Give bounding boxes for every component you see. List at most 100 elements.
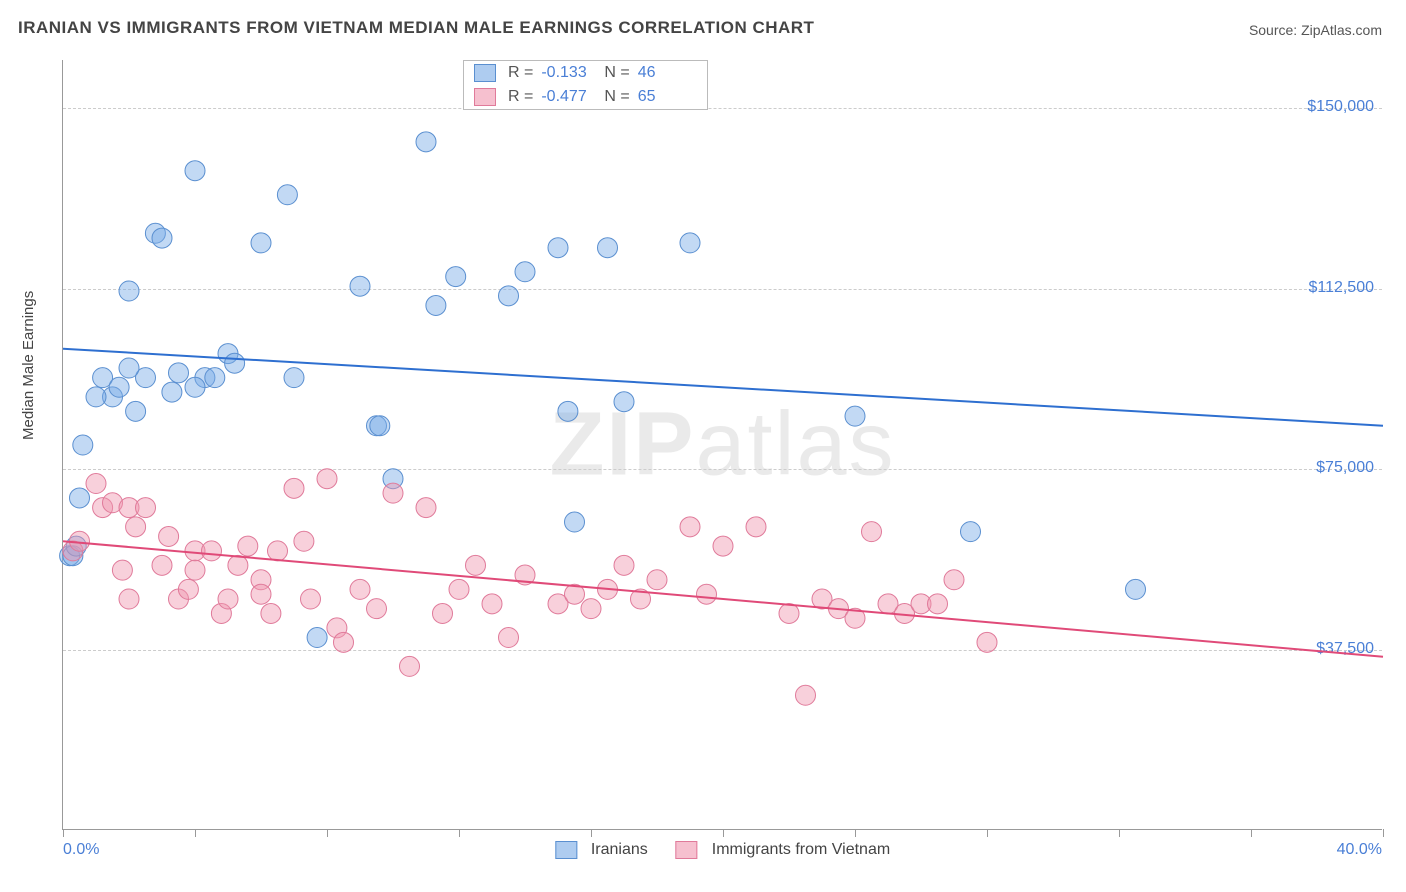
- data-point: [294, 531, 314, 551]
- data-point: [119, 358, 139, 378]
- stat-n-value-2: 65: [638, 88, 693, 106]
- x-axis-max-label: 40.0%: [1337, 841, 1382, 859]
- data-point: [86, 474, 106, 494]
- data-point: [845, 406, 865, 426]
- stat-r-label: R =: [508, 64, 533, 82]
- data-point: [680, 517, 700, 537]
- data-point: [251, 584, 271, 604]
- data-point: [178, 579, 198, 599]
- data-point: [334, 632, 354, 652]
- data-point: [944, 570, 964, 590]
- data-point: [614, 555, 634, 575]
- data-point: [977, 632, 997, 652]
- data-point: [400, 656, 420, 676]
- data-point: [185, 161, 205, 181]
- scatter-svg: [63, 60, 1382, 829]
- data-point: [350, 276, 370, 296]
- data-point: [307, 628, 327, 648]
- data-point: [697, 584, 717, 604]
- data-point: [449, 579, 469, 599]
- data-point: [225, 353, 245, 373]
- stat-row-iranians: R = -0.133 N = 46: [464, 61, 707, 85]
- data-point: [614, 392, 634, 412]
- legend-swatch-pink: [676, 841, 698, 859]
- data-point: [284, 368, 304, 388]
- data-point: [558, 401, 578, 421]
- data-point: [466, 555, 486, 575]
- data-point: [218, 589, 238, 609]
- data-point: [746, 517, 766, 537]
- data-point: [185, 560, 205, 580]
- correlation-stat-box: R = -0.133 N = 46 R = -0.477 N = 65: [463, 60, 708, 110]
- data-point: [162, 382, 182, 402]
- data-point: [647, 570, 667, 590]
- data-point: [370, 416, 390, 436]
- data-point: [126, 401, 146, 421]
- data-point: [261, 603, 281, 623]
- data-point: [251, 233, 271, 253]
- data-point: [367, 599, 387, 619]
- data-point: [228, 555, 248, 575]
- legend-label-2: Immigrants from Vietnam: [712, 841, 890, 859]
- data-point: [548, 238, 568, 258]
- data-point: [169, 363, 189, 383]
- stat-r-value-1: -0.133: [541, 64, 596, 82]
- data-point: [383, 483, 403, 503]
- data-point: [796, 685, 816, 705]
- legend-label-1: Iranians: [591, 841, 648, 859]
- data-point: [862, 522, 882, 542]
- data-point: [680, 233, 700, 253]
- data-point: [238, 536, 258, 556]
- stat-n-value-1: 46: [638, 64, 693, 82]
- data-point: [86, 387, 106, 407]
- data-point: [301, 589, 321, 609]
- legend-swatch-blue: [555, 841, 577, 859]
- source-attribution: Source: ZipAtlas.com: [1249, 22, 1382, 38]
- data-point: [416, 498, 436, 518]
- legend-item-vietnam: Immigrants from Vietnam: [676, 841, 890, 859]
- data-point: [152, 228, 172, 248]
- data-point: [350, 579, 370, 599]
- data-point: [73, 435, 93, 455]
- data-point: [779, 603, 799, 623]
- data-point: [581, 599, 601, 619]
- data-point: [185, 377, 205, 397]
- stat-r-label: R =: [508, 88, 533, 106]
- data-point: [126, 517, 146, 537]
- stat-row-vietnam: R = -0.477 N = 65: [464, 85, 707, 109]
- data-point: [499, 628, 519, 648]
- x-axis-min-label: 0.0%: [63, 841, 99, 859]
- stat-n-label: N =: [604, 88, 629, 106]
- data-point: [446, 267, 466, 287]
- chart-title: IRANIAN VS IMMIGRANTS FROM VIETNAM MEDIA…: [18, 18, 814, 38]
- data-point: [515, 262, 535, 282]
- data-point: [961, 522, 981, 542]
- data-point: [482, 594, 502, 614]
- data-point: [136, 498, 156, 518]
- swatch-blue: [474, 64, 496, 82]
- data-point: [152, 555, 172, 575]
- data-point: [1126, 579, 1146, 599]
- y-axis-label: Median Male Earnings: [20, 291, 37, 440]
- data-point: [598, 238, 618, 258]
- data-point: [202, 541, 222, 561]
- data-point: [713, 536, 733, 556]
- data-point: [499, 286, 519, 306]
- data-point: [112, 560, 132, 580]
- regression-line: [63, 349, 1383, 426]
- data-point: [119, 281, 139, 301]
- data-point: [109, 377, 129, 397]
- data-point: [159, 526, 179, 546]
- data-point: [268, 541, 288, 561]
- data-point: [317, 469, 337, 489]
- stat-r-value-2: -0.477: [541, 88, 596, 106]
- data-point: [205, 368, 225, 388]
- data-point: [928, 594, 948, 614]
- stat-n-label: N =: [604, 64, 629, 82]
- data-point: [70, 488, 90, 508]
- swatch-pink: [474, 88, 496, 106]
- data-point: [277, 185, 297, 205]
- data-point: [433, 603, 453, 623]
- data-point: [416, 132, 436, 152]
- data-point: [119, 589, 139, 609]
